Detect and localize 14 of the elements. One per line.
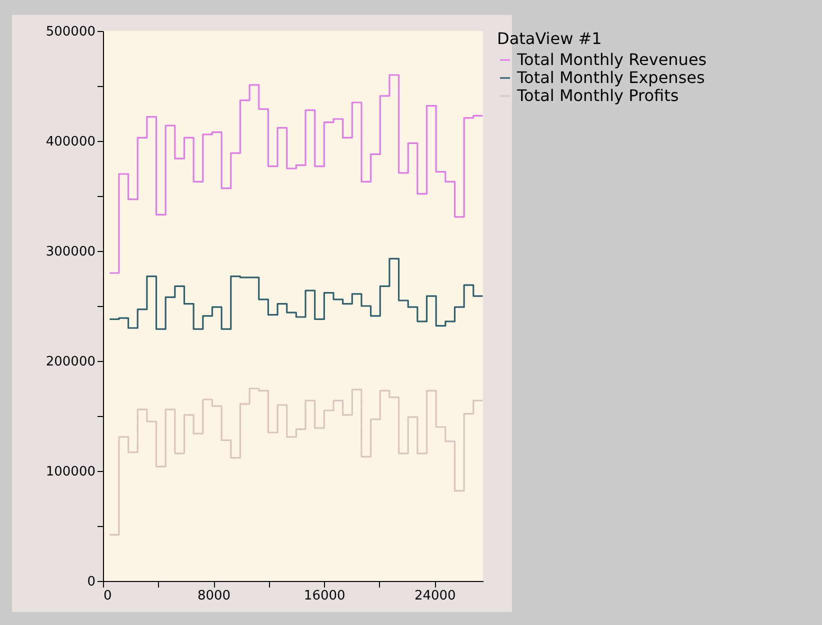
legend-title: DataView #1 [497,29,602,48]
y-tick-label: 200000 [46,354,96,370]
legend-label: Total Monthly Revenues [516,50,707,69]
y-tick-label: 400000 [46,134,96,150]
x-tick-label: 16000 [304,588,346,604]
x-tick-label: 0 [104,588,112,604]
x-tick-label: 8000 [198,588,231,604]
y-tick-label: 500000 [46,24,96,40]
legend-label: Total Monthly Profits [516,86,679,105]
y-tick-label: 300000 [46,244,96,260]
x-tick-label: 24000 [414,588,456,604]
legend-label: Total Monthly Expenses [516,68,705,87]
y-tick-label: 100000 [46,464,96,480]
y-tick-label: 0 [87,574,96,590]
